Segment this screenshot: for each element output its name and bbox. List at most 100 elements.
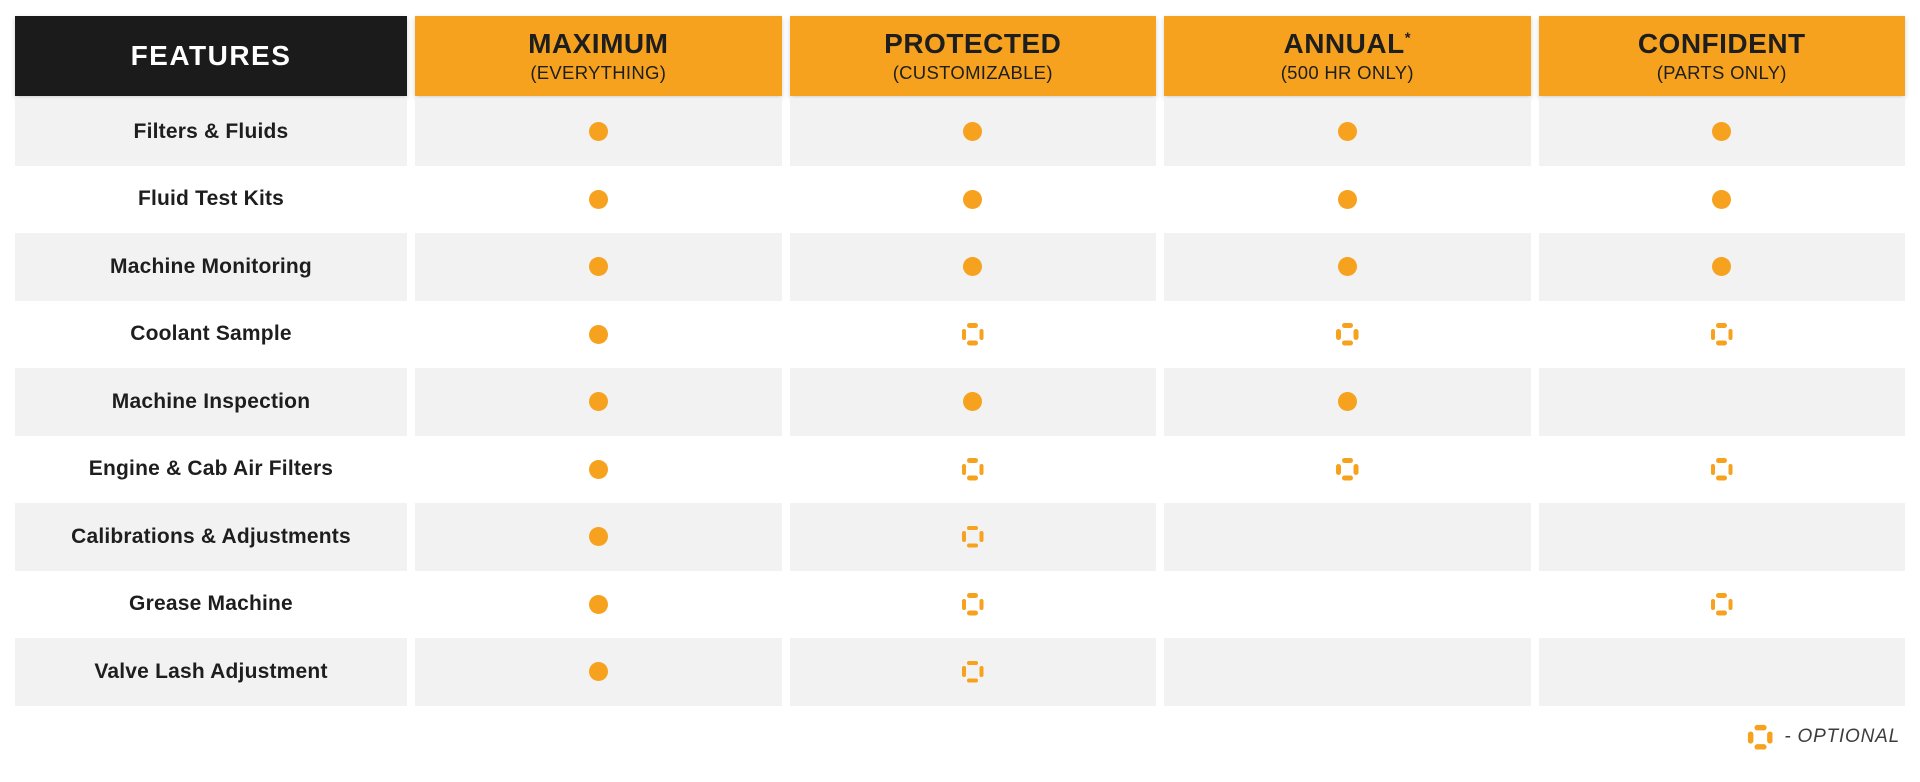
plan-marker-icon — [587, 661, 609, 683]
plan-marker-icon — [587, 391, 609, 413]
plan-marker-icon — [1710, 593, 1733, 615]
table-row-fluid-test-kits: Fluid Test Kits — [15, 165, 1905, 233]
plan-marker-icon — [962, 121, 984, 143]
cell-protected — [789, 368, 1156, 436]
cell-confident — [1538, 98, 1905, 166]
cell-protected — [789, 98, 1156, 166]
feature-label: Engine & Cab Air Filters — [88, 457, 334, 481]
plan-marker-icon — [961, 593, 984, 615]
plan-marker-icon — [1336, 188, 1358, 210]
cell-confident — [1538, 638, 1905, 706]
plan-title: PROTECTED — [884, 28, 1062, 60]
plan-subtitle: (PARTS ONLY) — [1656, 61, 1787, 83]
plans-feature-table: FEATURES MAXIMUM (EVERYTHING) PROTECTED … — [15, 16, 1905, 706]
plan-marker-icon — [587, 256, 609, 278]
plan-title: ANNUAL — [1283, 28, 1405, 60]
feature-label-cell: Fluid Test Kits — [15, 165, 407, 233]
cell-protected — [789, 638, 1156, 706]
plan-header-protected: PROTECTED (CUSTOMIZABLE) — [789, 16, 1156, 96]
plan-header-annual: ANNUAL* (500 HR ONLY) — [1164, 16, 1531, 96]
plan-header-maximum: MAXIMUM (EVERYTHING) — [415, 16, 782, 96]
table-row-filters-fluids: Filters & Fluids — [15, 98, 1905, 166]
optional-dot-icon — [1748, 724, 1772, 749]
plan-marker-icon — [961, 458, 984, 480]
plan-marker-icon — [587, 188, 609, 210]
feature-label: Filters & Fluids — [133, 119, 289, 143]
cell-protected — [789, 503, 1156, 571]
optional-legend-label: - OPTIONAL — [1784, 726, 1900, 747]
cell-protected — [789, 300, 1156, 368]
feature-label-cell: Valve Lash Adjustment — [15, 638, 407, 706]
plan-marker-icon — [587, 121, 609, 143]
plan-marker-icon — [1336, 121, 1358, 143]
cell-annual — [1164, 233, 1531, 301]
plan-marker-icon — [1711, 188, 1733, 210]
cell-confident — [1538, 503, 1905, 571]
features-header-cell: FEATURES — [15, 16, 407, 96]
cell-annual — [1164, 503, 1531, 571]
cell-maximum — [415, 300, 782, 368]
plan-marker-icon — [961, 525, 984, 548]
table-row-calibrations-adjustments: Calibrations & Adjustments — [15, 503, 1905, 571]
plan-marker-icon — [1336, 256, 1358, 278]
plan-marker-icon — [1711, 256, 1733, 278]
table-row-valve-lash-adjustment: Valve Lash Adjustment — [15, 638, 1905, 706]
cell-annual — [1164, 368, 1531, 436]
plan-title: MAXIMUM — [528, 28, 669, 60]
feature-label-cell: Machine Inspection — [15, 368, 407, 436]
cell-annual — [1164, 98, 1531, 166]
plan-marker-icon — [962, 256, 984, 278]
plan-marker-icon — [961, 323, 984, 345]
cell-maximum — [415, 638, 782, 706]
table-header-row: FEATURES MAXIMUM (EVERYTHING) PROTECTED … — [15, 16, 1905, 96]
feature-label-cell: Filters & Fluids — [15, 98, 407, 166]
feature-label-cell: Calibrations & Adjustments — [15, 503, 407, 571]
cell-protected — [789, 435, 1156, 503]
feature-label: Machine Inspection — [111, 389, 311, 413]
table-row-machine-monitoring: Machine Monitoring — [15, 233, 1905, 301]
cell-maximum — [415, 233, 782, 301]
feature-label-cell: Grease Machine — [15, 570, 407, 638]
table-row-grease-machine: Grease Machine — [15, 570, 1905, 638]
cell-maximum — [415, 165, 782, 233]
cell-protected — [789, 570, 1156, 638]
cell-confident — [1538, 233, 1905, 301]
plan-title: CONFIDENT — [1637, 28, 1806, 60]
cell-confident — [1538, 570, 1905, 638]
plan-header-confident: CONFIDENT (PARTS ONLY) — [1538, 16, 1905, 96]
cell-confident — [1538, 435, 1905, 503]
plan-marker-icon — [587, 458, 609, 480]
cell-confident — [1538, 368, 1905, 436]
feature-label-cell: Coolant Sample — [15, 300, 407, 368]
plan-subtitle: (CUSTOMIZABLE) — [892, 61, 1053, 83]
table-row-machine-inspection: Machine Inspection — [15, 368, 1905, 436]
feature-label: Calibrations & Adjustments — [71, 524, 351, 548]
cell-annual — [1164, 570, 1531, 638]
cell-protected — [789, 233, 1156, 301]
cell-annual — [1164, 638, 1531, 706]
feature-label-cell: Engine & Cab Air Filters — [15, 435, 407, 503]
feature-label: Fluid Test Kits — [137, 187, 285, 211]
cell-maximum — [415, 435, 782, 503]
cell-confident — [1538, 165, 1905, 233]
plan-marker-icon — [587, 323, 609, 345]
plan-marker-icon — [961, 660, 984, 683]
table-body: Filters & Fluids Fluid Test Kits Machine… — [15, 98, 1905, 706]
plan-marker-icon — [1336, 323, 1358, 345]
feature-label: Grease Machine — [129, 592, 293, 616]
cell-confident — [1538, 300, 1905, 368]
feature-label: Machine Monitoring — [110, 254, 312, 278]
optional-legend: - OPTIONAL — [1748, 724, 1900, 749]
plan-subtitle: (500 HR ONLY) — [1280, 61, 1414, 83]
cell-protected — [789, 165, 1156, 233]
plan-superscript: * — [1404, 29, 1412, 47]
table-row-coolant-sample: Coolant Sample — [15, 300, 1905, 368]
feature-label-cell: Machine Monitoring — [15, 233, 407, 301]
plan-marker-icon — [1336, 458, 1358, 480]
features-header-label: FEATURES — [130, 40, 292, 71]
plan-marker-icon — [1711, 121, 1733, 143]
feature-label: Coolant Sample — [130, 322, 292, 346]
cell-maximum — [415, 368, 782, 436]
cell-maximum — [415, 98, 782, 166]
plan-marker-icon — [1710, 323, 1733, 345]
